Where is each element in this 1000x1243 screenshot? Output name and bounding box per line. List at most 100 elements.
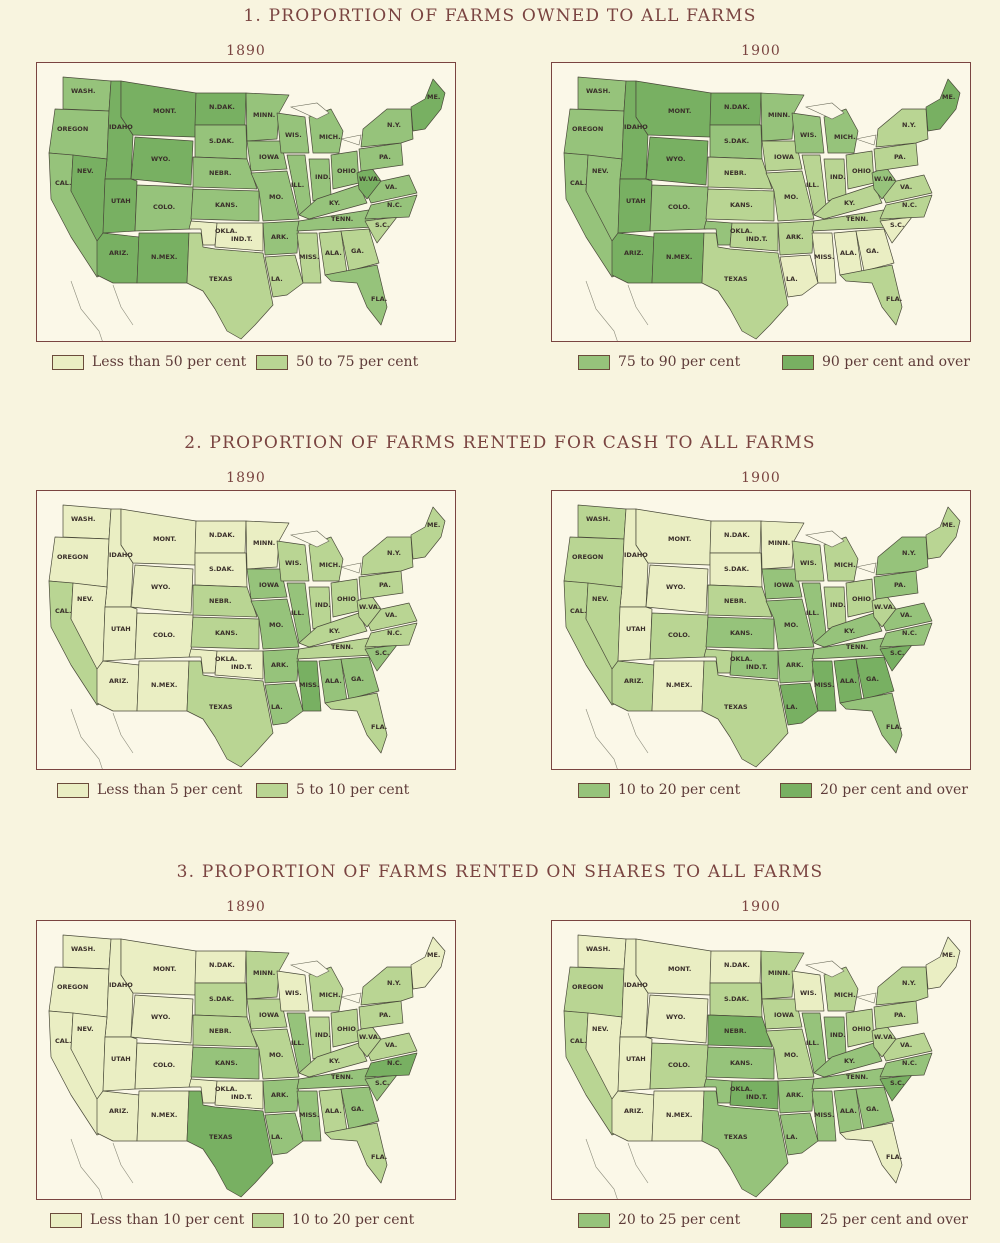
state-label: TENN. — [846, 1073, 868, 1081]
state-label: TEXAS — [209, 275, 233, 283]
state-ms — [296, 1090, 322, 1142]
state-label: IDAHO — [109, 123, 133, 131]
state-label: OREGON — [57, 983, 88, 991]
state-ny — [360, 536, 414, 576]
state-label: WYO. — [151, 155, 171, 163]
state-it — [729, 1080, 779, 1110]
state-nc — [364, 194, 418, 220]
legend-item-2: 50 to 75 per cent — [256, 354, 418, 370]
map-shares-1890: WASH. OREGON CAL. IDAHO NEV. MONT. WYO. UTAH ARI… — [36, 920, 456, 1200]
state-fl — [324, 264, 388, 326]
state-tx — [186, 1090, 274, 1198]
state-ga — [855, 656, 895, 700]
state-label: W.VA. — [874, 1033, 895, 1041]
state-label: CAL. — [570, 1037, 586, 1045]
great-lakes — [289, 102, 362, 146]
state-label: ME. — [427, 521, 440, 529]
state-pa — [358, 142, 404, 172]
state-label: GA. — [866, 1105, 879, 1113]
legend-label: 90 per cent and over — [822, 354, 970, 370]
state-label: IDAHO — [624, 551, 648, 559]
state-ut — [102, 606, 138, 662]
state-label: GA. — [351, 247, 364, 255]
state-label: N.DAK. — [724, 961, 750, 969]
state-label: N.DAK. — [209, 103, 235, 111]
state-label: KANS. — [215, 629, 238, 637]
mexico-coastline — [70, 1138, 134, 1199]
state-label: MINN. — [253, 969, 275, 977]
state-label: OHIO — [337, 167, 356, 175]
state-label: ILL. — [806, 609, 819, 617]
state-label: KY. — [329, 627, 340, 635]
us-map: WASH. OREGON CAL. IDAHO NEV. MONT. WYO. UTAH ARI… — [563, 934, 961, 1199]
state-mo — [250, 598, 300, 650]
state-label: NEV. — [592, 595, 609, 603]
legend-swatch — [50, 1212, 82, 1228]
state-ny — [875, 966, 929, 1006]
state-label: CAL. — [55, 179, 71, 187]
state-ga — [855, 1086, 895, 1130]
state-label: IND.T. — [231, 1093, 253, 1101]
state-label: TENN. — [331, 215, 353, 223]
state-or — [563, 536, 625, 588]
state-label: IND. — [830, 601, 846, 609]
state-label: WASH. — [586, 87, 611, 95]
state-mi — [308, 966, 344, 1012]
state-mt — [120, 938, 197, 996]
state-label: MISS. — [814, 253, 834, 261]
state-label: OKLA. — [730, 227, 752, 235]
state-label: N.Y. — [387, 121, 401, 129]
state-label: FLA. — [886, 1153, 902, 1161]
state-label: ALA. — [840, 677, 857, 685]
state-wy — [645, 994, 709, 1044]
map-1900-year: 1900 — [741, 899, 781, 915]
state-label: N.DAK. — [209, 961, 235, 969]
us-map: WASH. OREGON CAL. IDAHO NEV. MONT. WYO. UTAH ARI… — [48, 76, 446, 341]
state-label: N.C. — [387, 1059, 402, 1067]
state-ms — [296, 232, 322, 284]
state-ga — [340, 656, 380, 700]
state-ks — [190, 188, 260, 222]
state-label: IND.T. — [746, 1093, 768, 1101]
state-label: MO. — [784, 621, 798, 629]
state-ia — [761, 998, 803, 1030]
state-it — [214, 222, 264, 252]
state-label: S.DAK. — [209, 565, 234, 573]
state-label: WYO. — [666, 1013, 686, 1021]
state-label: MO. — [269, 1051, 283, 1059]
mexico-coastline — [585, 708, 649, 769]
state-label: FLA. — [371, 1153, 387, 1161]
state-ar — [777, 648, 815, 684]
state-label: TENN. — [331, 1073, 353, 1081]
state-label: GA. — [866, 675, 879, 683]
state-sc — [879, 1074, 913, 1102]
state-mo — [765, 598, 815, 650]
state-label: COLO. — [153, 203, 175, 211]
state-label: NEBR. — [724, 597, 746, 605]
state-ut — [617, 606, 653, 662]
state-wi — [276, 112, 310, 154]
state-label: ILL. — [291, 181, 304, 189]
state-mt — [635, 508, 712, 566]
state-pa — [873, 1000, 919, 1030]
legend-label: Less than 5 per cent — [97, 782, 243, 798]
state-label: S.C. — [890, 1079, 904, 1087]
legend-label: 10 to 20 per cent — [292, 1212, 415, 1228]
state-nc — [364, 1052, 418, 1078]
state-ny — [875, 536, 929, 576]
state-label: ME. — [942, 951, 955, 959]
legend-swatch — [578, 782, 610, 798]
state-label: NEV. — [592, 167, 609, 175]
state-ne-us — [925, 506, 961, 560]
state-label: ALA. — [325, 1107, 342, 1115]
state-label: W.VA. — [874, 603, 895, 611]
state-label: W.VA. — [359, 603, 380, 611]
state-label: N.Y. — [902, 549, 916, 557]
state-label: OREGON — [572, 553, 603, 561]
state-label: N.C. — [902, 201, 917, 209]
legend-label: 50 to 75 per cent — [296, 354, 419, 370]
state-az — [96, 1090, 140, 1142]
state-label: N.C. — [387, 629, 402, 637]
great-lakes — [804, 960, 877, 1004]
state-wy — [130, 994, 194, 1044]
